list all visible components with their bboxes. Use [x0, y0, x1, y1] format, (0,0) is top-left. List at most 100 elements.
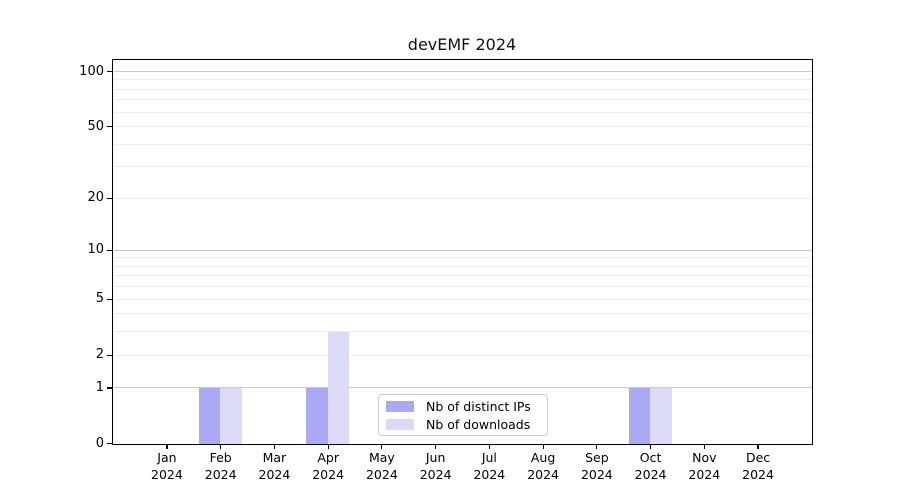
month-label: May — [368, 450, 395, 465]
bar-feb-downloads — [220, 387, 242, 444]
bar-apr-downloads — [327, 331, 350, 444]
legend-label-downloads: Nb of downloads — [426, 416, 531, 432]
legend-item-downloads: Nb of downloads — [386, 417, 539, 432]
gridline-minor — [113, 354, 812, 356]
x-axis-tick — [220, 443, 222, 449]
gridline-major — [113, 249, 812, 251]
month-label: Oct — [639, 450, 662, 465]
y-axis-tick-label: 0 — [95, 435, 104, 451]
x-axis-tick-label: Oct 2024 — [619, 449, 683, 483]
gridline-minor — [113, 265, 812, 267]
gridline-minor — [113, 99, 812, 101]
year-label: 2024 — [204, 467, 237, 482]
y-axis-tick-label: 1 — [95, 379, 104, 395]
gridline-minor — [113, 143, 812, 145]
x-axis-tick-label: Jan 2024 — [135, 449, 199, 483]
gridline-major — [113, 71, 812, 72]
year-label: 2024 — [258, 467, 291, 482]
month-label: Jul — [481, 450, 497, 465]
legend: Nb of distinct IPs Nb of downloads — [378, 394, 548, 436]
x-axis-tick — [488, 443, 490, 449]
month-label: Dec — [745, 450, 771, 465]
bar-oct-distinct-ips — [628, 387, 651, 444]
x-axis-tick-label: Jul 2024 — [457, 449, 521, 483]
legend-label-distinct-ips: Nb of distinct IPs — [426, 398, 531, 414]
x-axis-tick — [596, 443, 598, 449]
year-label: 2024 — [151, 467, 183, 482]
month-label: Sep — [585, 450, 609, 465]
y-axis-tick — [107, 443, 113, 445]
year-label: 2024 — [580, 467, 613, 482]
y-axis-tick-label: 2 — [95, 347, 104, 363]
gridline-minor — [113, 197, 812, 199]
year-label: 2024 — [419, 467, 452, 482]
gridline-minor — [113, 275, 812, 277]
x-axis-tick-label: Dec 2024 — [726, 449, 790, 483]
x-axis-tick — [703, 443, 705, 449]
y-axis-tick — [107, 71, 113, 73]
x-axis-tick — [327, 443, 329, 449]
x-axis-tick-label: Sep 2024 — [565, 449, 629, 483]
bar-oct-downloads — [650, 387, 672, 444]
gridline-minor — [113, 331, 812, 333]
x-axis-tick — [649, 443, 652, 449]
x-axis-tick — [542, 443, 544, 449]
month-label: Apr — [317, 450, 339, 465]
x-axis-tick-label: Jun 2024 — [404, 449, 468, 483]
month-label: Mar — [262, 450, 287, 465]
month-label: Aug — [530, 450, 556, 465]
month-label: Jun — [425, 450, 446, 465]
gridline-minor — [113, 88, 812, 90]
plot-inner — [113, 60, 812, 444]
year-label: 2024 — [688, 467, 721, 482]
gridline-minor — [113, 126, 812, 128]
year-label: 2024 — [527, 467, 559, 482]
gridline-minor — [113, 313, 812, 315]
y-axis-tick-label: 5 — [95, 291, 104, 307]
x-axis-tick — [166, 443, 168, 449]
x-axis-tick-label: Aug 2024 — [511, 449, 575, 483]
month-label: Feb — [209, 450, 232, 465]
bar-apr-distinct-ips — [306, 387, 328, 444]
gridline-major — [113, 387, 812, 389]
legend-item-distinct-ips: Nb of distinct IPs — [386, 399, 539, 414]
plot-area — [112, 59, 813, 445]
month-label: Jan — [157, 450, 177, 465]
legend-swatch-downloads-icon — [386, 418, 414, 430]
y-axis-tick-label: 100 — [79, 63, 104, 79]
x-axis-tick-label: May 2024 — [350, 449, 414, 483]
y-axis-tick — [107, 387, 113, 389]
legend-swatch-distinct-ips-icon — [386, 400, 414, 412]
x-axis-tick — [757, 443, 759, 449]
gridline-minor — [113, 298, 812, 300]
bar-feb-distinct-ips — [198, 387, 221, 444]
x-axis-tick-label: Nov 2024 — [672, 449, 736, 483]
gridline-minor — [113, 166, 812, 168]
year-label: 2024 — [742, 467, 774, 482]
month-label: Nov — [692, 450, 717, 465]
y-axis-tick — [107, 197, 113, 199]
y-axis-tick — [107, 354, 113, 356]
gridline-minor — [113, 257, 812, 259]
chart-title: devEMF 2024 — [407, 35, 517, 54]
y-axis-tick — [107, 249, 113, 252]
x-axis-tick — [273, 443, 275, 449]
year-label: 2024 — [312, 467, 345, 482]
x-axis-tick — [435, 443, 437, 449]
x-axis-tick-label: Feb 2024 — [189, 449, 253, 483]
y-axis-tick — [107, 298, 113, 300]
gridline-minor — [113, 111, 812, 113]
year-label: 2024 — [365, 467, 398, 482]
x-axis-tick-label: Mar 2024 — [242, 449, 306, 483]
x-axis-tick-label: Apr 2024 — [296, 449, 360, 483]
gridline-minor — [113, 286, 812, 288]
x-axis-tick — [381, 443, 383, 449]
y-axis-tick — [107, 126, 113, 128]
year-label: 2024 — [634, 467, 667, 482]
y-axis-tick-label: 10 — [87, 242, 104, 258]
gridline-minor — [113, 79, 812, 81]
y-axis-tick-label: 20 — [87, 190, 104, 206]
year-label: 2024 — [473, 467, 506, 482]
y-axis-tick-label: 50 — [87, 118, 104, 134]
